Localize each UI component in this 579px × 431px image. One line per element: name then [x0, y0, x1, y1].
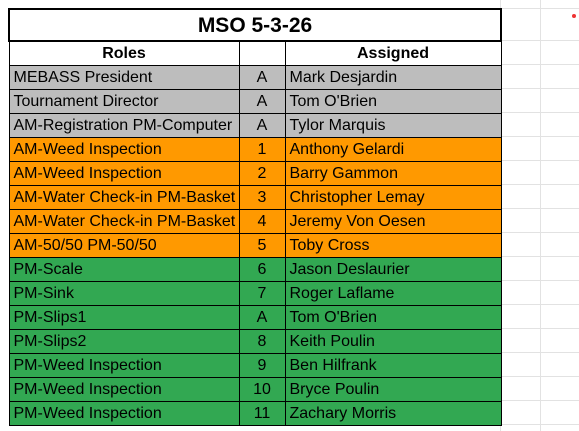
comment-indicator-icon[interactable]	[572, 14, 576, 18]
slot-cell[interactable]: 3	[238, 185, 286, 210]
role-cell[interactable]: PM-Slips2	[8, 329, 240, 354]
table-row: PM-Slips1 A Tom O'Brien	[8, 305, 502, 330]
title-row: MSO 5-3-26	[7, 8, 503, 42]
role-cell[interactable]: PM-Sink	[8, 281, 240, 306]
table-row: AM-Water Check-in PM-Basket 3 Christopher …	[8, 185, 502, 210]
role-cell[interactable]: PM-Weed Inspection	[8, 353, 240, 378]
assigned-header[interactable]: Assigned	[284, 40, 502, 66]
gridline	[500, 376, 579, 377]
gridline	[500, 352, 579, 353]
role-cell[interactable]: AM-Weed Inspection	[8, 161, 240, 186]
assigned-cell[interactable]: Bryce Poulin	[284, 377, 502, 402]
gridline	[500, 280, 579, 281]
assigned-cell[interactable]: Christopher Lemay	[284, 185, 502, 210]
slot-cell[interactable]: 1	[238, 137, 286, 162]
role-cell[interactable]: PM-Slips1	[8, 305, 240, 330]
gridline	[500, 160, 579, 161]
role-cell[interactable]: Tournament Director	[8, 89, 240, 114]
slot-cell[interactable]: 11	[238, 401, 286, 426]
assigned-cell[interactable]: Roger Laflame	[284, 281, 502, 306]
slot-cell[interactable]: A	[238, 65, 286, 90]
assigned-cell[interactable]: Tom O'Brien	[284, 305, 502, 330]
assigned-cell[interactable]: Tylor Marquis	[284, 113, 502, 138]
role-cell[interactable]: PM-Scale	[8, 257, 240, 282]
table-row: PM-Weed Inspection 11 Zachary Morris	[8, 401, 502, 426]
gridline	[500, 8, 579, 9]
assigned-cell[interactable]: Barry Gammon	[284, 161, 502, 186]
slot-cell[interactable]: 2	[238, 161, 286, 186]
assigned-cell[interactable]: Ben Hilfrank	[284, 353, 502, 378]
header-row: Roles Assigned	[8, 40, 502, 66]
gridline	[500, 256, 579, 257]
table-row: AM-50/50 PM-50/50 5 Toby Cross	[8, 233, 502, 258]
role-cell[interactable]: AM-Water Check-in PM-Basket	[8, 209, 240, 234]
roster-body: MEBASS President A Mark Desjardin Tournamen…	[8, 65, 502, 426]
gridline	[500, 328, 579, 329]
gridline	[500, 400, 579, 401]
slot-cell[interactable]: 10	[238, 377, 286, 402]
gridline	[500, 136, 579, 137]
table-row: PM-Weed Inspection 9 Ben Hilfrank	[8, 353, 502, 378]
assigned-cell[interactable]: Jason Deslaurier	[284, 257, 502, 282]
roles-header[interactable]: Roles	[8, 40, 240, 66]
gridline	[500, 64, 579, 65]
slot-cell[interactable]: A	[238, 89, 286, 114]
gridline	[500, 232, 579, 233]
role-cell[interactable]: PM-Weed Inspection	[8, 401, 240, 426]
table-row: PM-Slips2 8 Keith Poulin	[8, 329, 502, 354]
table-row: Tournament Director A Tom O'Brien	[8, 89, 502, 114]
roster-table: MSO 5-3-26 Roles Assigned MEBASS Preside…	[7, 8, 503, 426]
table-row: MEBASS President A Mark Desjardin	[8, 65, 502, 90]
slot-cell[interactable]: 5	[238, 233, 286, 258]
table-row: AM-Weed Inspection 2 Barry Gammon	[8, 161, 502, 186]
gridline	[500, 112, 579, 113]
slot-cell[interactable]: 7	[238, 281, 286, 306]
gridline	[500, 424, 579, 425]
role-cell[interactable]: AM-Water Check-in PM-Basket	[8, 185, 240, 210]
table-row: AM-Water Check-in PM-Basket 4 Jeremy Von O…	[8, 209, 502, 234]
gridline	[500, 184, 579, 185]
assigned-cell[interactable]: Jeremy Von Oesen	[284, 209, 502, 234]
slot-cell[interactable]: A	[238, 305, 286, 330]
role-cell[interactable]: AM-50/50 PM-50/50	[8, 233, 240, 258]
assigned-cell[interactable]: Zachary Morris	[284, 401, 502, 426]
slot-cell[interactable]: 6	[238, 257, 286, 282]
slot-cell[interactable]: 4	[238, 209, 286, 234]
assigned-cell[interactable]: Toby Cross	[284, 233, 502, 258]
role-cell[interactable]: AM-Registration PM-Computer	[8, 113, 240, 138]
table-row: AM-Registration PM-Computer A Tylor Marqui…	[8, 113, 502, 138]
slot-header[interactable]	[238, 40, 286, 66]
table-row: PM-Scale 6 Jason Deslaurier	[8, 257, 502, 282]
gridline	[500, 208, 579, 209]
gridline	[540, 0, 541, 431]
slot-cell[interactable]: 9	[238, 353, 286, 378]
assigned-cell[interactable]: Mark Desjardin	[284, 65, 502, 90]
gridline	[500, 88, 579, 89]
table-row: AM-Weed Inspection 1 Anthony Gelardi	[8, 137, 502, 162]
slot-cell[interactable]: A	[238, 113, 286, 138]
assigned-cell[interactable]: Keith Poulin	[284, 329, 502, 354]
role-cell[interactable]: MEBASS President	[8, 65, 240, 90]
table-row: PM-Weed Inspection 10 Bryce Poulin	[8, 377, 502, 402]
assigned-cell[interactable]: Tom O'Brien	[284, 89, 502, 114]
gridline	[500, 40, 579, 41]
assigned-cell[interactable]: Anthony Gelardi	[284, 137, 502, 162]
role-cell[interactable]: PM-Weed Inspection	[8, 377, 240, 402]
gridline	[500, 304, 579, 305]
sheet-title[interactable]: MSO 5-3-26	[7, 8, 503, 42]
table-row: PM-Sink 7 Roger Laflame	[8, 281, 502, 306]
slot-cell[interactable]: 8	[238, 329, 286, 354]
role-cell[interactable]: AM-Weed Inspection	[8, 137, 240, 162]
